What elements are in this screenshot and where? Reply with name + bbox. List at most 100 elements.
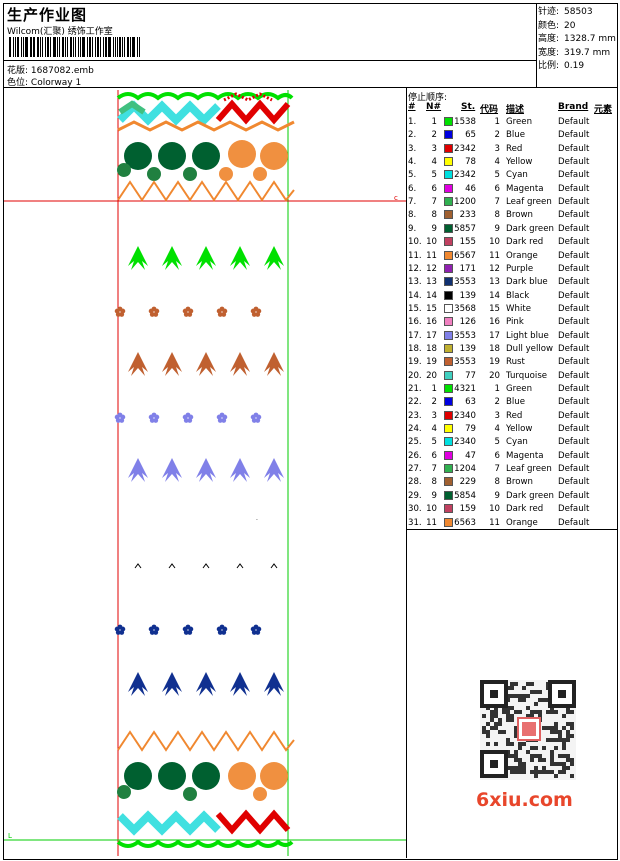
leaf-motif	[162, 246, 182, 270]
table-row: 22. 2 63 2 Blue Default	[408, 396, 616, 409]
stop-cell: 20.	[408, 370, 422, 381]
qr-module	[530, 770, 534, 774]
col-header-element: 元素	[594, 105, 613, 115]
qr-module	[518, 698, 522, 702]
qr-module	[486, 722, 490, 726]
leaf	[117, 785, 131, 799]
leaf-motif	[264, 246, 284, 270]
desc-cell: Cyan	[506, 170, 528, 181]
color-swatch	[444, 384, 453, 393]
desc-cell: Orange	[506, 517, 538, 528]
code-cell: 9	[494, 490, 500, 501]
col-header-no: N#	[426, 102, 442, 112]
color-swatch	[444, 464, 453, 474]
table-row: 5. 5 2342 5 Cyan Default	[408, 169, 616, 182]
qr-module	[542, 770, 546, 774]
barcode-bar	[45, 37, 47, 57]
needle-cell: 10	[426, 504, 437, 515]
barcode-bar	[75, 37, 77, 57]
caret-motif	[236, 563, 244, 569]
barcode-bar	[102, 37, 104, 57]
stop-cell: 24.	[408, 424, 422, 435]
barcode-bar	[29, 37, 31, 57]
page-title: 生产作业图	[7, 6, 88, 24]
qr-module	[514, 730, 518, 734]
barcode-bar	[132, 37, 136, 57]
top-rose-row	[117, 140, 295, 202]
header-divider	[3, 87, 617, 88]
desc-cell: Rust	[506, 357, 525, 368]
qr-module	[510, 682, 514, 686]
qr-module	[530, 754, 534, 758]
color-swatch	[444, 210, 453, 220]
rose	[158, 762, 186, 790]
code-cell: 1	[494, 384, 500, 394]
flower-motif	[250, 624, 262, 635]
stats-panel: 针迹: 58503 颜色: 20 高度: 1328.7 mm 宽度: 319.7 mm …	[538, 6, 616, 74]
code-cell: 8	[494, 210, 500, 221]
qr-module	[542, 758, 546, 762]
stitch-cell: 2340	[454, 410, 476, 421]
qr-module	[538, 690, 542, 694]
company-name: Wilcom(汇聚) 绣饰工作室	[7, 27, 113, 37]
stop-cell: 10.	[408, 237, 422, 248]
qr-module	[550, 738, 554, 742]
stitch-cell: 171	[459, 263, 476, 274]
color-swatch	[444, 397, 453, 407]
qr-module	[486, 730, 490, 734]
stat-row: 比例: 0.19	[538, 61, 585, 71]
top-fringe	[117, 180, 295, 202]
code-cell: 13	[489, 277, 500, 288]
qr-finder	[480, 680, 508, 708]
qr-module	[550, 710, 554, 714]
barcode-bar	[122, 37, 124, 57]
needle-cell: 20	[426, 370, 437, 381]
stitch-cell: 78	[465, 157, 476, 168]
qr-module	[514, 734, 518, 738]
stop-cell: 14.	[408, 290, 422, 301]
qr-module	[510, 754, 514, 758]
qr-module	[570, 726, 574, 730]
col-header-desc: 描述	[506, 105, 525, 115]
needle-cell: 16	[426, 317, 437, 328]
desc-cell: Dark blue	[506, 277, 548, 288]
qr-module	[518, 770, 522, 774]
leaf	[219, 167, 233, 181]
code-cell: 15	[489, 303, 500, 314]
stitch-cell: 3553	[454, 277, 476, 288]
qr-module	[570, 762, 574, 766]
qr-module	[558, 730, 562, 734]
needle-cell: 17	[426, 330, 437, 341]
code-cell: 9	[494, 223, 500, 234]
barcode-bar	[69, 37, 72, 57]
color-swatch	[444, 250, 453, 260]
top-red-lace	[223, 92, 273, 102]
code-cell: 12	[489, 263, 500, 274]
stop-cell: 3.	[408, 143, 417, 154]
stop-cell: 11.	[408, 250, 422, 261]
brand-cell: Default	[558, 370, 590, 381]
stitch-cell: 79	[465, 424, 476, 435]
brand-cell: Default	[558, 197, 590, 208]
color-swatch	[444, 263, 453, 273]
qr-module	[554, 710, 558, 714]
qr-module	[486, 742, 490, 746]
code-cell: 14	[489, 290, 500, 301]
code-cell: 10	[489, 504, 500, 515]
needle-cell: 7	[431, 464, 437, 475]
color-swatch	[444, 223, 453, 233]
brand-cell: Default	[558, 210, 590, 221]
color-swatch	[444, 357, 453, 367]
table-row: 7. 7 1200 7 Leaf green Default	[408, 196, 616, 209]
barcode-bar	[40, 37, 42, 57]
caret-motif	[134, 563, 142, 569]
color-swatch	[444, 303, 453, 313]
rose	[260, 762, 288, 790]
qr-module	[554, 762, 558, 766]
desc-cell: Dark green	[506, 490, 554, 501]
design-canvas: c L .	[4, 90, 406, 856]
color-swatch	[444, 517, 453, 527]
table-row: 21. 1 4321 1 Green Default	[408, 383, 616, 396]
needle-cell: 1	[431, 117, 437, 127]
stop-cell: 27.	[408, 464, 422, 475]
